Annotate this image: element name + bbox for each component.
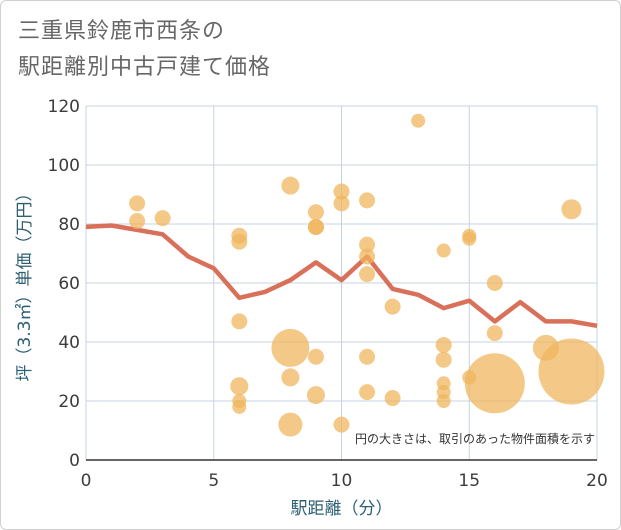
size-annotation: 円の大きさは、取引のあった物件面積を示す — [355, 431, 595, 446]
data-point — [307, 204, 324, 221]
trend-line-layer — [85, 223, 598, 329]
data-point — [154, 210, 171, 227]
data-point — [307, 348, 324, 365]
data-point — [384, 298, 401, 315]
data-point — [435, 336, 452, 353]
data-point — [307, 218, 324, 235]
y-tick-label: 20 — [58, 392, 80, 412]
data-point — [462, 231, 477, 246]
data-point — [271, 328, 310, 367]
data-point — [436, 243, 451, 258]
data-point — [231, 313, 248, 330]
y-tick-label: 80 — [58, 215, 80, 235]
x-tick-label: 15 — [458, 471, 480, 491]
y-tick-label: 60 — [58, 274, 80, 294]
data-points-layer — [129, 113, 605, 437]
data-point — [436, 394, 451, 408]
data-point — [359, 248, 376, 265]
data-point — [333, 195, 350, 212]
data-point — [333, 416, 350, 433]
data-point — [435, 351, 452, 368]
data-point — [129, 213, 146, 230]
data-point — [278, 412, 303, 437]
data-point — [306, 386, 325, 405]
data-point — [232, 399, 247, 414]
data-point — [359, 266, 376, 283]
grid-lines — [85, 105, 598, 461]
x-tick-label: 10 — [331, 471, 353, 491]
data-point — [411, 113, 426, 128]
data-point — [464, 353, 525, 414]
chart-title-line2: 駅距離別中古戸建て価格 — [18, 55, 272, 80]
chart-title-line1: 三重県鈴鹿市西条の — [18, 19, 226, 44]
data-point — [486, 325, 503, 342]
data-point — [486, 275, 503, 291]
data-point — [281, 368, 300, 387]
data-point — [281, 176, 300, 195]
data-point — [333, 183, 350, 200]
axis-ticks: 0 20 40 60 80 100 120 0 5 10 15 20 — [48, 97, 608, 491]
data-point — [359, 192, 376, 209]
data-point — [384, 390, 401, 407]
y-tick-label: 100 — [48, 156, 80, 176]
x-tick-label: 0 — [81, 471, 92, 491]
x-tick-label: 20 — [586, 471, 608, 491]
x-axis-label: 駅距離（分） — [291, 499, 393, 519]
data-point — [129, 195, 146, 212]
y-axis-label: 坪（3.3㎡）単価（万円） — [15, 184, 35, 381]
y-tick-label: 40 — [58, 333, 80, 353]
data-point — [230, 377, 249, 396]
average-price-line — [85, 223, 598, 329]
y-tick-label: 0 — [69, 451, 80, 471]
x-tick-label: 5 — [208, 471, 219, 491]
data-point — [231, 233, 248, 250]
y-tick-label: 120 — [48, 97, 80, 117]
data-point — [561, 199, 582, 220]
data-point — [359, 348, 376, 365]
chart-title: 三重県鈴鹿市西条の 駅距離別中古戸建て価格 — [18, 14, 271, 86]
data-point — [359, 236, 376, 253]
data-point — [538, 338, 605, 405]
data-point — [359, 384, 376, 401]
